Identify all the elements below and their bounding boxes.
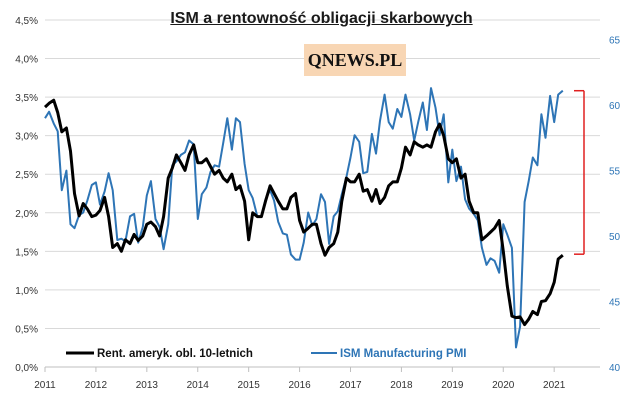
x-axis: 2011 2012 2013 2014 2015 2016 2017 2018 2019 2020… — [34, 366, 600, 391]
series-line-ism — [44, 87, 564, 349]
right-y-axis: 40 45 50 55 60 65 — [609, 36, 621, 374]
left-tick-label: 0,5% — [15, 324, 38, 335]
left-tick-label: 1,0% — [15, 286, 38, 297]
x-tick-label: 2013 — [136, 380, 159, 391]
x-tick-label: 2015 — [238, 380, 261, 391]
left-tick-label: 4,0% — [15, 55, 38, 66]
left-tick-label: 0,0% — [15, 363, 38, 374]
x-tick-label: 2018 — [390, 380, 413, 391]
right-tick-label: 55 — [609, 167, 621, 178]
x-tick-label: 2021 — [543, 380, 566, 391]
series-line-yield — [43, 98, 564, 327]
gap-bracket — [574, 89, 585, 255]
legend-label-ism: ISM Manufacturing PMI — [340, 348, 467, 360]
logo-text: QNEWS.PL — [307, 49, 403, 70]
left-tick-label: 2,0% — [15, 209, 38, 220]
gridlines — [45, 19, 600, 329]
legend-label-yield: Rent. ameryk. obl. 10-letnich — [97, 348, 253, 360]
x-tick-label: 2014 — [187, 380, 210, 391]
chart-title: ISM a rentowność obligacji skarbowych — [170, 10, 473, 27]
x-tick-label: 2019 — [441, 380, 464, 391]
x-tick-label: 2012 — [85, 380, 108, 391]
left-y-axis: 0,0% 0,5% 1,0% 1,5% 2,0% 2,5% 3,0% 3,5% 4,0% 4,5% — [15, 16, 38, 374]
x-tick-label: 2017 — [339, 380, 362, 391]
right-tick-label: 40 — [609, 363, 621, 374]
left-tick-label: 2,5% — [15, 170, 38, 181]
right-tick-label: 50 — [609, 232, 621, 243]
left-tick-label: 3,0% — [15, 132, 38, 143]
legend: Rent. ameryk. obl. 10-letnich ISM Manufac… — [66, 348, 467, 360]
right-tick-label: 65 — [609, 36, 621, 47]
left-tick-label: 3,5% — [15, 93, 38, 104]
x-tick-label: 2020 — [492, 380, 515, 391]
series-lines — [43, 87, 564, 349]
right-tick-label: 45 — [609, 298, 621, 309]
left-tick-label: 1,5% — [15, 247, 38, 258]
right-tick-label: 60 — [609, 101, 621, 112]
x-tick-label: 2011 — [34, 380, 56, 391]
qnews-logo: QNEWS.PL — [304, 44, 406, 76]
x-tick-label: 2016 — [288, 380, 311, 391]
left-tick-label: 4,5% — [15, 16, 38, 27]
